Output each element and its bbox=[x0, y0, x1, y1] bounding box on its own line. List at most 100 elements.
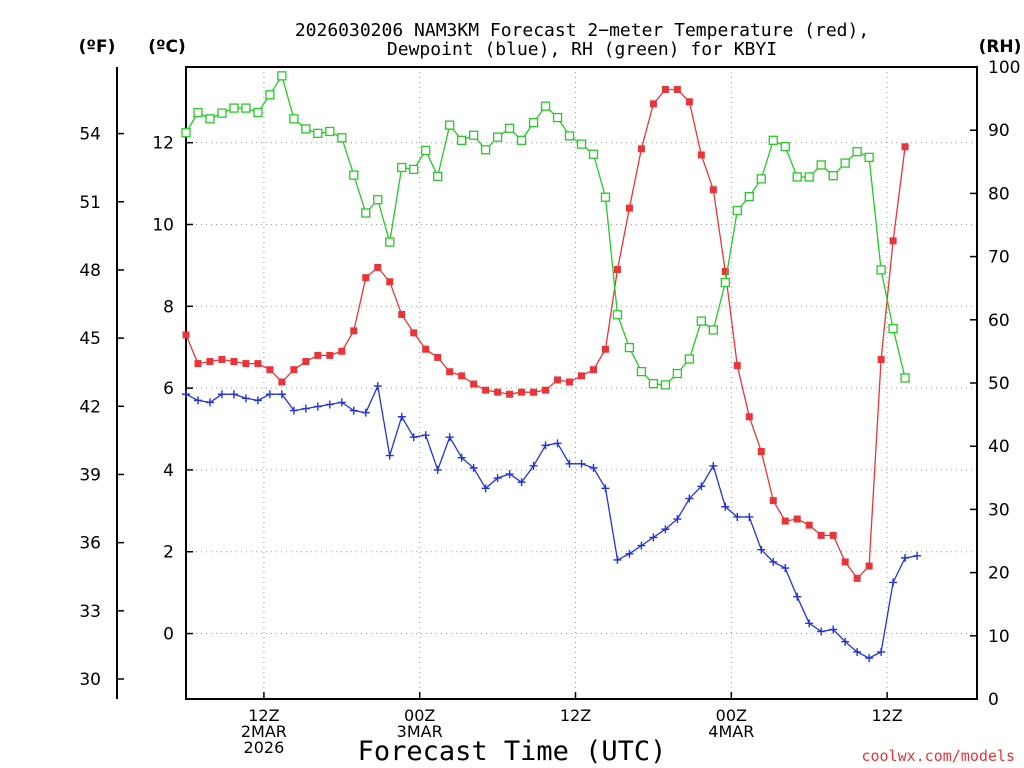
temperature-point bbox=[434, 353, 442, 361]
rh-point bbox=[648, 378, 659, 389]
rh-point bbox=[385, 237, 395, 247]
temperature-point bbox=[230, 358, 238, 366]
temperature-point bbox=[410, 329, 418, 337]
rh-tick-label: 10 bbox=[988, 627, 1010, 647]
dewpoint-point bbox=[865, 654, 874, 663]
rh-point bbox=[457, 135, 467, 145]
dewpoint-point bbox=[481, 484, 490, 493]
temperature-point bbox=[302, 358, 310, 366]
rh-point bbox=[265, 90, 275, 100]
dewpoint-point bbox=[697, 482, 706, 491]
dewpoint-point bbox=[469, 463, 478, 472]
rh-point bbox=[409, 164, 419, 175]
dewpoint-point bbox=[529, 461, 538, 470]
rh-tick-label: 100 bbox=[988, 58, 1020, 78]
rh-point bbox=[193, 107, 203, 118]
dewpoint-point bbox=[709, 461, 718, 470]
rh-point bbox=[840, 158, 850, 168]
dewpoint-point bbox=[182, 390, 190, 399]
rh-point bbox=[588, 149, 599, 159]
dewpoint-point bbox=[301, 404, 310, 413]
fahrenheit-tick-label: 42 bbox=[79, 397, 101, 417]
rh-point bbox=[217, 108, 227, 118]
temperature-point bbox=[733, 362, 741, 370]
rh-point bbox=[852, 147, 862, 157]
fahrenheit-tick-label: 48 bbox=[79, 261, 101, 281]
dewpoint-point bbox=[673, 515, 682, 524]
chart-title-line-1: 2026030206 NAM3KM Forecast 2−meter Tempe… bbox=[295, 20, 869, 41]
temperature-point bbox=[554, 376, 562, 384]
rh-point bbox=[600, 192, 611, 202]
rh-tick-label: 50 bbox=[988, 374, 1010, 394]
temperature-point bbox=[853, 574, 861, 582]
rh-point bbox=[468, 130, 479, 140]
celsius-tick-label: 6 bbox=[163, 379, 174, 399]
temperature-point bbox=[218, 355, 226, 363]
rh-point bbox=[277, 71, 287, 81]
celsius-tick-label: 4 bbox=[163, 461, 174, 481]
temperature-point bbox=[422, 345, 430, 353]
x-tick-label: 12Z bbox=[871, 706, 902, 725]
rh-point bbox=[241, 103, 251, 113]
dewpoint-point bbox=[721, 502, 730, 511]
rh-tick-label: 40 bbox=[988, 437, 1010, 457]
temperature-point bbox=[745, 413, 753, 421]
dewpoint-point bbox=[289, 406, 298, 415]
rh-point bbox=[361, 208, 371, 218]
chart-title-line-2: Dewpoint (blue), RH (green) for KBYI bbox=[387, 39, 777, 60]
dewpoint-point bbox=[613, 555, 622, 564]
data-series bbox=[181, 71, 922, 663]
dewpoint-point bbox=[241, 394, 250, 403]
rh-point bbox=[696, 316, 706, 326]
x-axis-label: Forecast Time (UTC) bbox=[358, 736, 667, 767]
temperature-point bbox=[482, 386, 490, 394]
rh-point bbox=[421, 145, 431, 156]
dewpoint-point bbox=[577, 459, 586, 468]
temperature-point bbox=[781, 517, 789, 525]
rh-point bbox=[564, 131, 575, 141]
rh-point bbox=[552, 112, 563, 123]
rh-point bbox=[301, 124, 311, 134]
axes: 0 2 4 6 8 10 12 30 33 36 39 42 45 48 51 54 0 10 20 30 40 50 60… bbox=[79, 58, 1020, 757]
dewpoint-point bbox=[205, 398, 214, 407]
dewpoint-point bbox=[421, 431, 430, 440]
rh-point bbox=[756, 174, 766, 184]
rh-tick-label: 90 bbox=[988, 121, 1010, 141]
rh-point bbox=[612, 310, 623, 320]
rh-point bbox=[313, 128, 323, 139]
temperature-point bbox=[398, 310, 406, 318]
fahrenheit-tick-label: 45 bbox=[79, 329, 101, 349]
celsius-axis-unit: (ºC) bbox=[148, 37, 186, 57]
x-tick-label: 2026 bbox=[244, 738, 285, 757]
temperature-point bbox=[841, 558, 849, 566]
temperature-point bbox=[877, 355, 885, 363]
temperature-point bbox=[518, 388, 526, 396]
dewpoint-point bbox=[457, 453, 466, 462]
dewpoint-point bbox=[625, 549, 634, 558]
temperature-point bbox=[625, 204, 633, 212]
dewpoint-point bbox=[781, 564, 790, 573]
plot-frame bbox=[185, 66, 978, 700]
x-tick-label: 3MAR bbox=[397, 722, 443, 741]
rh-point bbox=[205, 114, 215, 124]
temperature-point bbox=[685, 98, 693, 106]
rh-tick-label: 80 bbox=[988, 184, 1010, 204]
dewpoint-point bbox=[349, 406, 358, 415]
dewpoint-point bbox=[637, 541, 646, 550]
rh-point bbox=[349, 170, 359, 180]
dewpoint-point bbox=[337, 398, 346, 407]
temperature-point bbox=[769, 497, 777, 505]
series-temperature bbox=[182, 85, 909, 582]
rh-axis-unit: (RH) bbox=[979, 37, 1022, 57]
dewpoint-point bbox=[265, 390, 274, 399]
temperature-point bbox=[374, 263, 382, 271]
rh-point bbox=[229, 103, 239, 113]
temperature-point bbox=[817, 531, 825, 539]
temperature-point bbox=[889, 237, 897, 245]
temperature-point bbox=[290, 366, 298, 374]
dewpoint-point bbox=[217, 390, 226, 399]
gridlines bbox=[186, 67, 977, 699]
dewpoint-point bbox=[913, 551, 922, 560]
temperature-point bbox=[829, 531, 837, 539]
